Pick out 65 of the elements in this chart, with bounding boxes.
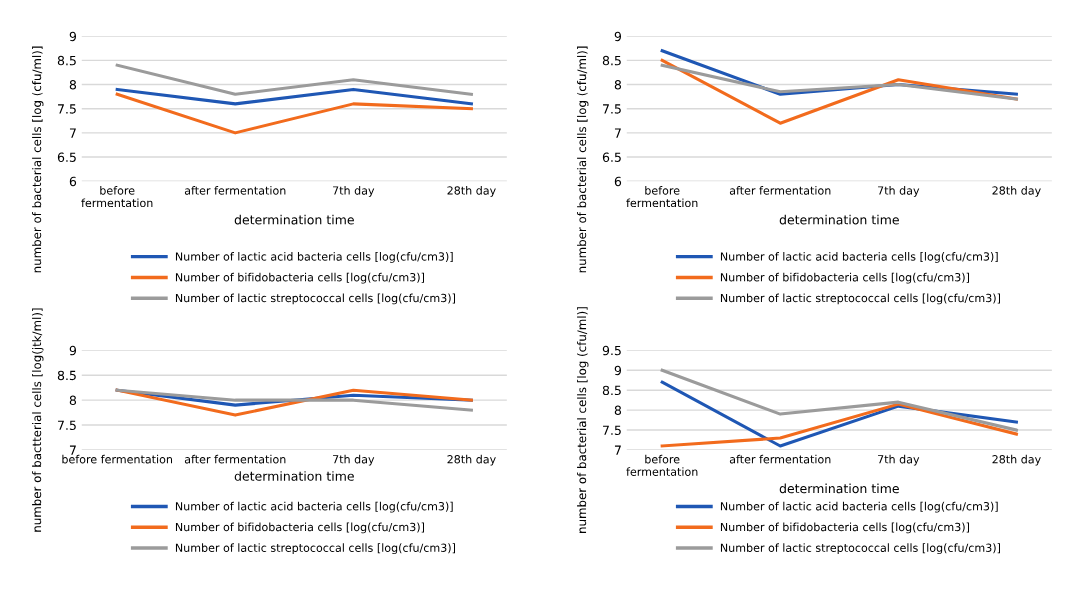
y-tick-label: 9 (614, 31, 622, 42)
x-tick-label: after fermentation (184, 454, 286, 464)
x-tick-label: after fermentation (729, 186, 831, 195)
x-tick-label: before fermentation (81, 186, 153, 208)
x-tick-label: 7th day (878, 454, 920, 466)
legend-label: Number of lactic streptococcal cells [log(cfu/cm3)] (175, 293, 455, 305)
x-tick-label: after fermentation (729, 454, 831, 464)
y-tick-label: 7.5 (603, 425, 621, 435)
legend-label: Number of bifidobacteria cells [log(cfu/cm3)] (720, 522, 969, 534)
y-tick-label: 8 (614, 80, 622, 90)
x-axis-title: determination time (234, 214, 354, 225)
x-tick-label: 28th day (447, 186, 496, 197)
legend-label: Number of lactic acid bacteria cells [log(cfu/cm3)] (720, 501, 998, 513)
x-tick-label: 7th day (333, 186, 375, 197)
y-tick-label: 9.5 (602, 345, 621, 356)
y-tick-label: 6.5 (57, 152, 76, 162)
legend-label: Number of lactic acid bacteria cells [log(cfu/cm3)] (175, 252, 453, 263)
y-tick-label: 7.5 (58, 104, 76, 114)
y-tick-label: 7 (69, 445, 76, 455)
y-tick-label: 8 (69, 395, 77, 406)
x-axis-title: determination time (779, 214, 899, 225)
y-tick-label: 6.5 (602, 152, 621, 162)
y-tick-label: 8.5 (57, 370, 76, 381)
y-tick-label: 8.5 (57, 55, 76, 66)
y-tick-label: 7.5 (58, 420, 76, 430)
y-tick-label: 7 (614, 128, 621, 138)
line-series (660, 63, 1018, 101)
legend-label: Number of lactic streptococcal cells [log(cfu/cm3)] (720, 543, 1000, 555)
y-axis-title: number of bacterial cells [log (cfu/ml)] (577, 46, 589, 273)
y-tick-label: 8 (614, 405, 622, 416)
y-tick-label: 9 (614, 365, 622, 376)
y-axis-title: number of bacterial cells [log (cfu/ml)] (32, 46, 44, 273)
y-axis-title: number of bacterial cells [log (cfu/ml)] (577, 307, 589, 533)
x-tick-label: 7th day (878, 186, 920, 197)
legend-label: Number of lactic acid bacteria cells [log(cfu/cm3)] (175, 501, 453, 513)
x-tick-label: before fermentation (62, 454, 173, 464)
x-tick-label: before fermentation (626, 186, 698, 208)
x-axis-title: determination time (234, 471, 354, 481)
legend-label: Number of bifidobacteria cells [log(cfu/cm3)] (720, 272, 969, 284)
legend-label: Number of lactic streptococcal cells [log(cfu/cm3)] (720, 293, 1000, 305)
legend-label: Number of lactic streptococcal cells [log(cfu/cm3)] (175, 543, 455, 555)
line-series (660, 368, 1018, 432)
legend-label: Number of bifidobacteria cells [log(cfu/cm3)] (175, 522, 424, 534)
y-tick-label: 9 (69, 31, 77, 42)
y-tick-label: 8.5 (602, 55, 621, 66)
y-tick-label: 6 (69, 176, 77, 187)
legend-label: Number of bifidobacteria cells [log(cfu/cm3)] (175, 272, 424, 284)
y-tick-label: 7 (614, 445, 621, 455)
y-tick-label: 6 (614, 176, 622, 187)
legend-label: Number of lactic acid bacteria cells [log(cfu/cm3)] (720, 252, 998, 263)
y-tick-label: 8 (69, 80, 77, 90)
y-tick-label: 9 (69, 345, 77, 356)
x-tick-label: 28th day (447, 454, 496, 466)
y-axis-title: number of bactterial cells [log(jtk/ml)] (32, 308, 44, 532)
y-tick-label: 7 (69, 128, 76, 138)
line-series (660, 402, 1018, 448)
x-axis-title: determination time (779, 483, 899, 494)
x-tick-label: after fermentation (184, 186, 286, 195)
line-series (115, 92, 473, 135)
x-tick-label: 28th day (992, 454, 1041, 466)
x-tick-label: 7th day (333, 454, 375, 466)
y-tick-label: 8.5 (602, 385, 621, 396)
x-tick-label: 28th day (992, 186, 1041, 197)
y-tick-label: 7.5 (603, 104, 621, 114)
x-tick-label: before fermentation (626, 454, 698, 476)
